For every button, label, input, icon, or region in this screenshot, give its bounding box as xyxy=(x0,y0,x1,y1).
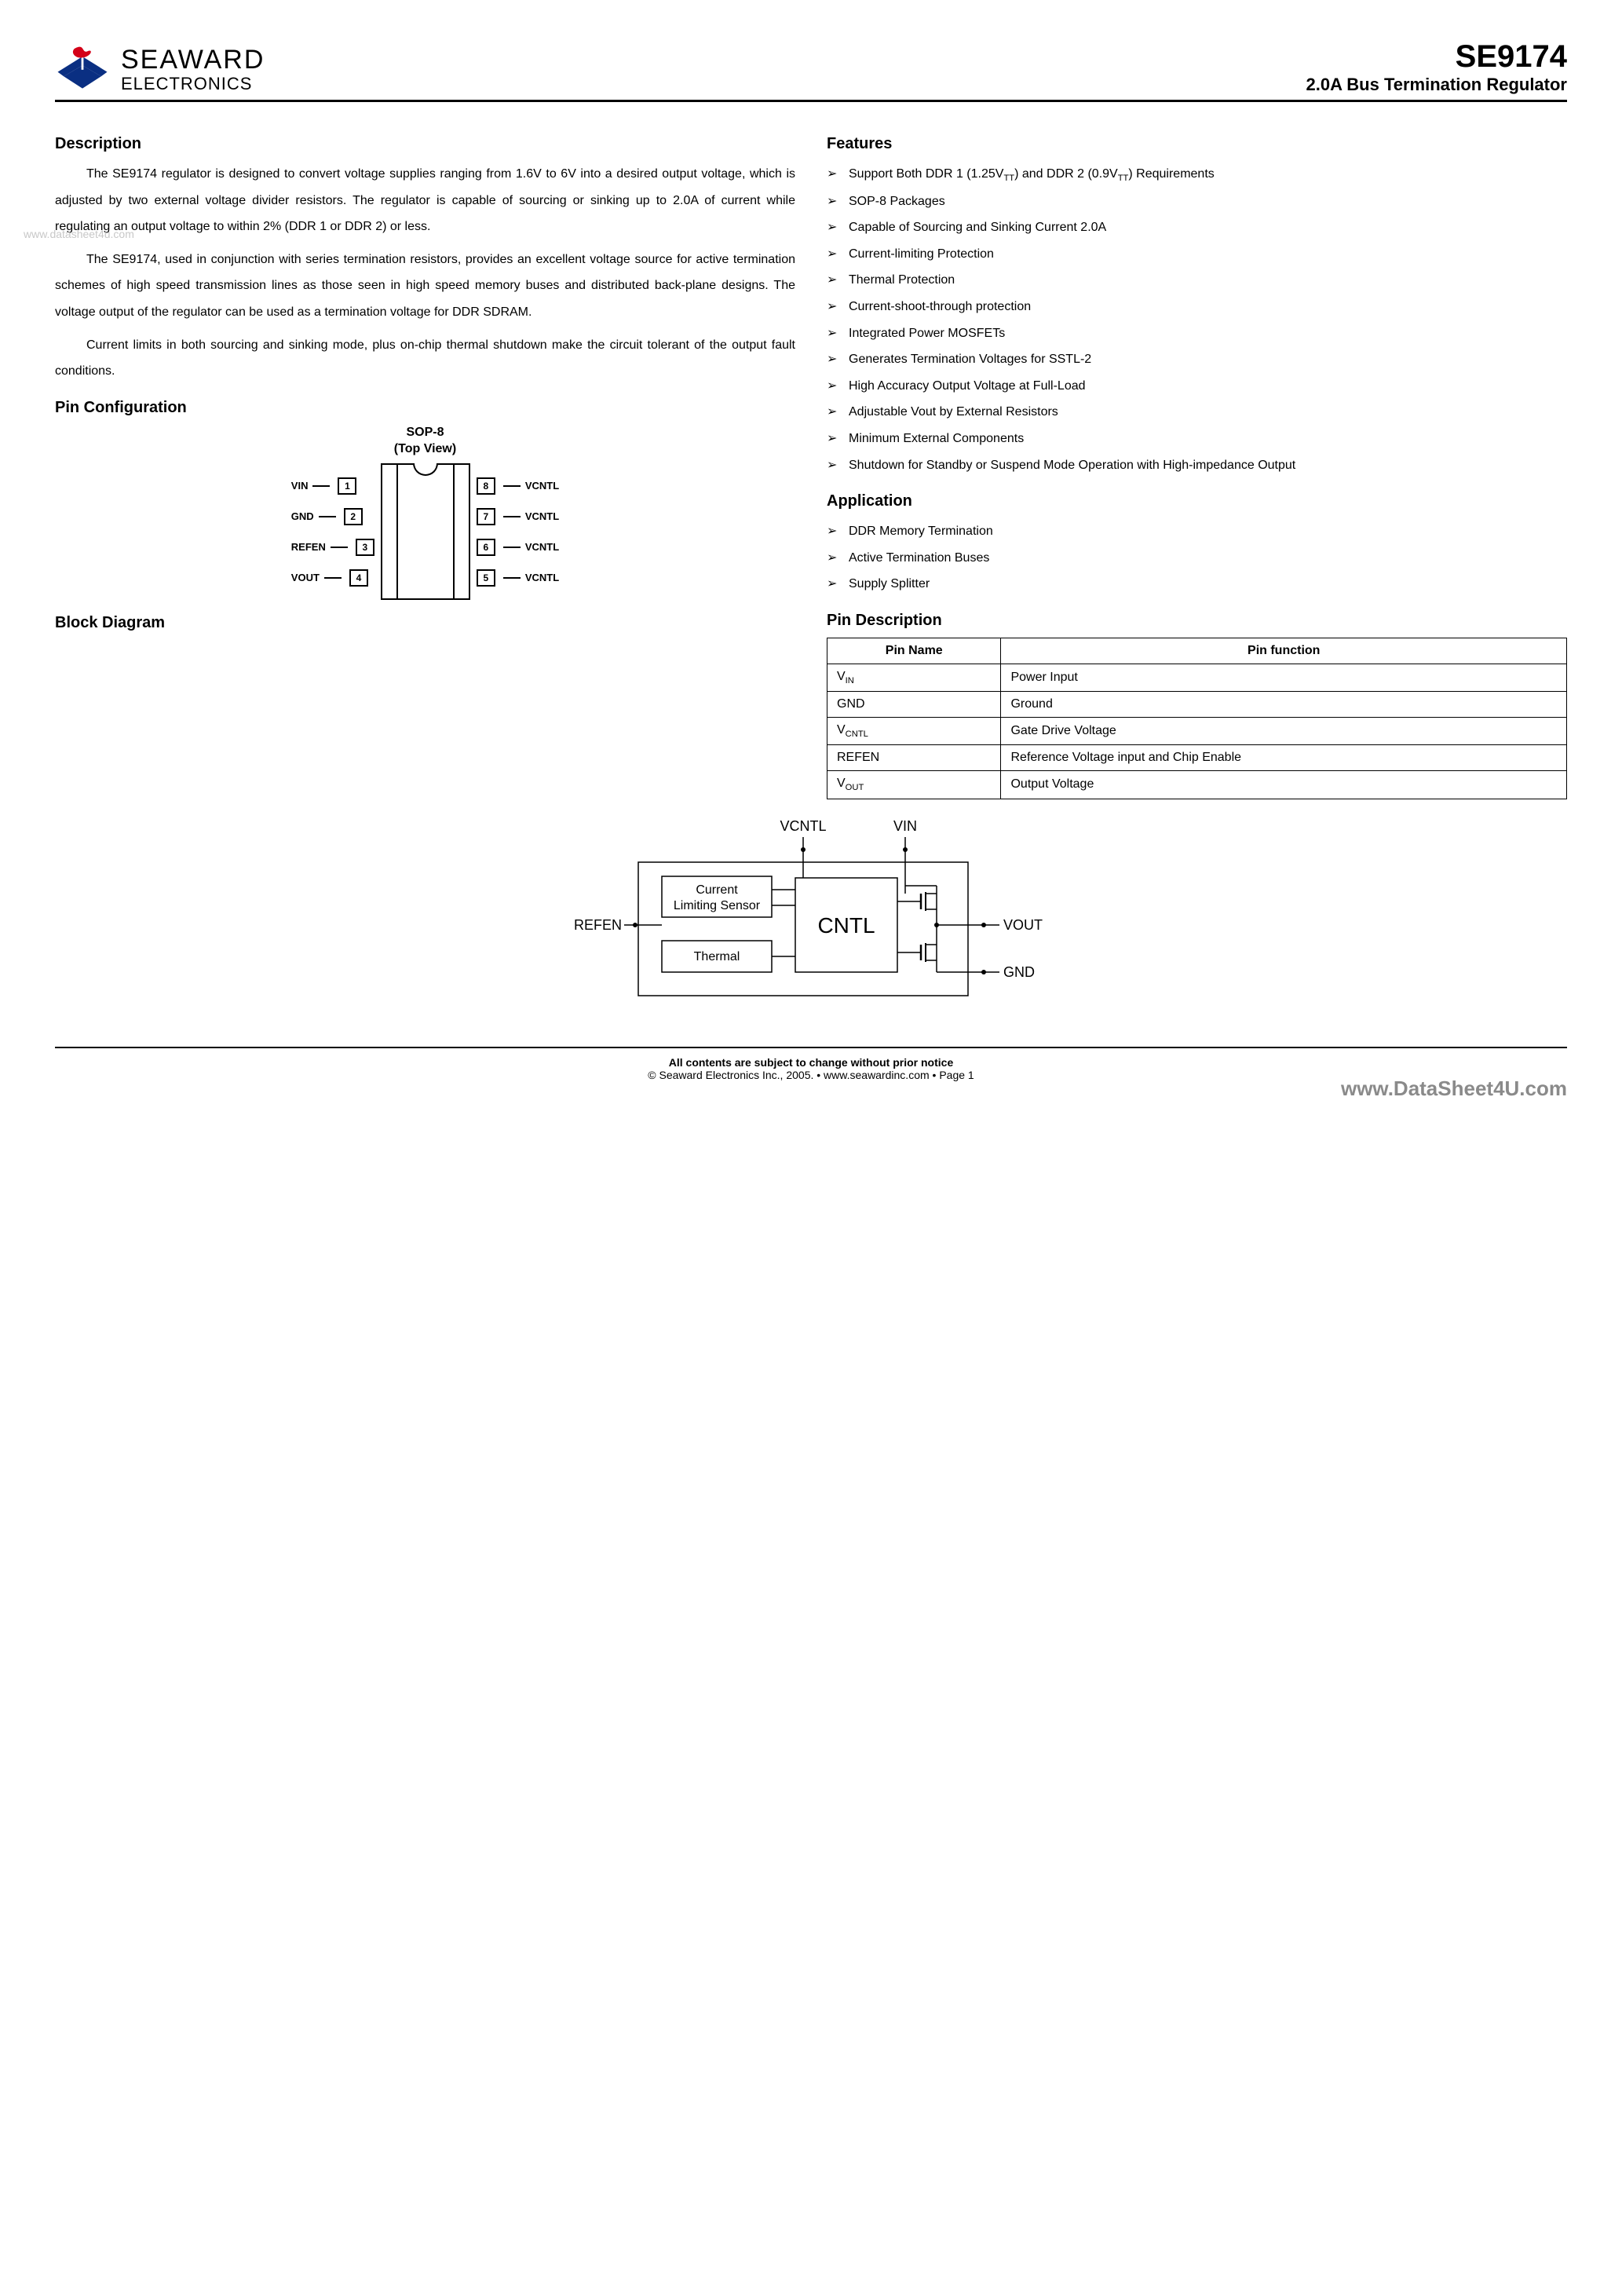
pin-name-cell: REFEN xyxy=(827,745,1001,771)
description-heading: Description xyxy=(55,135,795,153)
application-item: Supply Splitter xyxy=(827,571,1567,598)
block-diagram-heading: Block Diagram xyxy=(55,614,795,632)
company-subname: ELECTRONICS xyxy=(121,75,265,93)
pin-description-table: Pin Name Pin function VINPower InputGNDG… xyxy=(827,638,1567,799)
description-para-1: The SE9174 regulator is designed to conv… xyxy=(55,161,795,240)
feature-item: Current-shoot-through protection xyxy=(827,294,1567,320)
pin-name-cell: VCNTL xyxy=(827,718,1001,745)
document-subtitle: 2.0A Bus Termination Regulator xyxy=(1306,75,1568,95)
feature-item: Current-limiting Protection xyxy=(827,241,1567,268)
application-item: Active Termination Buses xyxy=(827,545,1567,572)
feature-item: Adjustable Vout by External Resistors xyxy=(827,399,1567,426)
pin-config-heading: Pin Configuration xyxy=(55,399,795,417)
pin-config-diagram: SOP-8 (Top View) VIN1 GND2 REFEN3 VOUT4 8VC… xyxy=(55,425,795,601)
bd-label-thermal: Thermal xyxy=(694,950,740,963)
feature-item: Integrated Power MOSFETs xyxy=(827,320,1567,347)
description-para-2: The SE9174, used in conjunction with ser… xyxy=(55,247,795,326)
footer-notice: All contents are subject to change witho… xyxy=(55,1056,1567,1069)
pin-name-cell: VOUT xyxy=(827,771,1001,799)
logo-area: SEAWARD ELECTRONICS xyxy=(55,44,265,95)
pin-func-cell: Ground xyxy=(1001,692,1567,718)
feature-item: High Accuracy Output Voltage at Full-Loa… xyxy=(827,373,1567,400)
bd-label-cls-1: Current xyxy=(696,883,738,897)
features-list: Support Both DDR 1 (1.25VTT) and DDR 2 (… xyxy=(827,161,1567,478)
pin-func-cell: Reference Voltage input and Chip Enable xyxy=(1001,745,1567,771)
package-name: SOP-8 xyxy=(406,426,444,439)
company-name: SEAWARD xyxy=(121,46,265,75)
bd-label-vin: VIN xyxy=(893,818,917,834)
application-heading: Application xyxy=(827,492,1567,510)
pin-description-heading: Pin Description xyxy=(827,612,1567,630)
bd-label-cntl: CNTL xyxy=(817,913,875,938)
bd-label-refen: REFEN xyxy=(574,917,622,933)
application-item: DDR Memory Termination xyxy=(827,518,1567,545)
feature-item: Shutdown for Standby or Suspend Mode Ope… xyxy=(827,452,1567,479)
pin-name-cell: GND xyxy=(827,692,1001,718)
table-row: VCNTLGate Drive Voltage xyxy=(827,718,1567,745)
feature-item: Thermal Protection xyxy=(827,267,1567,294)
bd-label-gnd: GND xyxy=(1003,964,1035,980)
chip-body-icon xyxy=(381,463,470,600)
block-diagram: VCNTL VIN Current Limiting Sensor Therma… xyxy=(560,815,1062,1023)
bd-label-vout: VOUT xyxy=(1003,917,1043,933)
package-view: (Top View) xyxy=(394,442,456,455)
pin-7: 7VCNTL xyxy=(473,508,559,525)
feature-item: Capable of Sourcing and Sinking Current … xyxy=(827,214,1567,241)
pin-2: GND2 xyxy=(291,508,378,525)
table-header-func: Pin function xyxy=(1001,638,1567,664)
page-header: SEAWARD ELECTRONICS SE9174 2.0A Bus Term… xyxy=(55,39,1567,102)
table-row: GNDGround xyxy=(827,692,1567,718)
pin-func-cell: Power Input xyxy=(1001,664,1567,692)
pin-1: VIN1 xyxy=(291,477,378,495)
table-row: REFENReference Voltage input and Chip En… xyxy=(827,745,1567,771)
pin-6: 6VCNTL xyxy=(473,539,559,556)
table-row: VINPower Input xyxy=(827,664,1567,692)
feature-item: Support Both DDR 1 (1.25VTT) and DDR 2 (… xyxy=(827,161,1567,188)
feature-item: Minimum External Components xyxy=(827,426,1567,452)
pin-5: 5VCNTL xyxy=(473,569,559,587)
pin-4: VOUT4 xyxy=(291,569,378,587)
description-para-3: Current limits in both sourcing and sink… xyxy=(55,332,795,385)
pin-8: 8VCNTL xyxy=(473,477,559,495)
pin-func-cell: Output Voltage xyxy=(1001,771,1567,799)
features-heading: Features xyxy=(827,135,1567,153)
feature-item: Generates Termination Voltages for SSTL-… xyxy=(827,346,1567,373)
pin-func-cell: Gate Drive Voltage xyxy=(1001,718,1567,745)
pin-name-cell: VIN xyxy=(827,664,1001,692)
table-row: VOUTOutput Voltage xyxy=(827,771,1567,799)
bd-label-vcntl: VCNTL xyxy=(780,818,826,834)
company-logo-icon xyxy=(55,44,110,95)
part-number: SE9174 xyxy=(1306,39,1568,75)
table-header-name: Pin Name xyxy=(827,638,1001,664)
bd-label-cls-2: Limiting Sensor xyxy=(674,899,761,912)
watermark-left: www.datasheet4u.com xyxy=(24,228,134,240)
application-list: DDR Memory TerminationActive Termination… xyxy=(827,518,1567,598)
pin-3: REFEN3 xyxy=(291,539,378,556)
feature-item: SOP-8 Packages xyxy=(827,188,1567,215)
